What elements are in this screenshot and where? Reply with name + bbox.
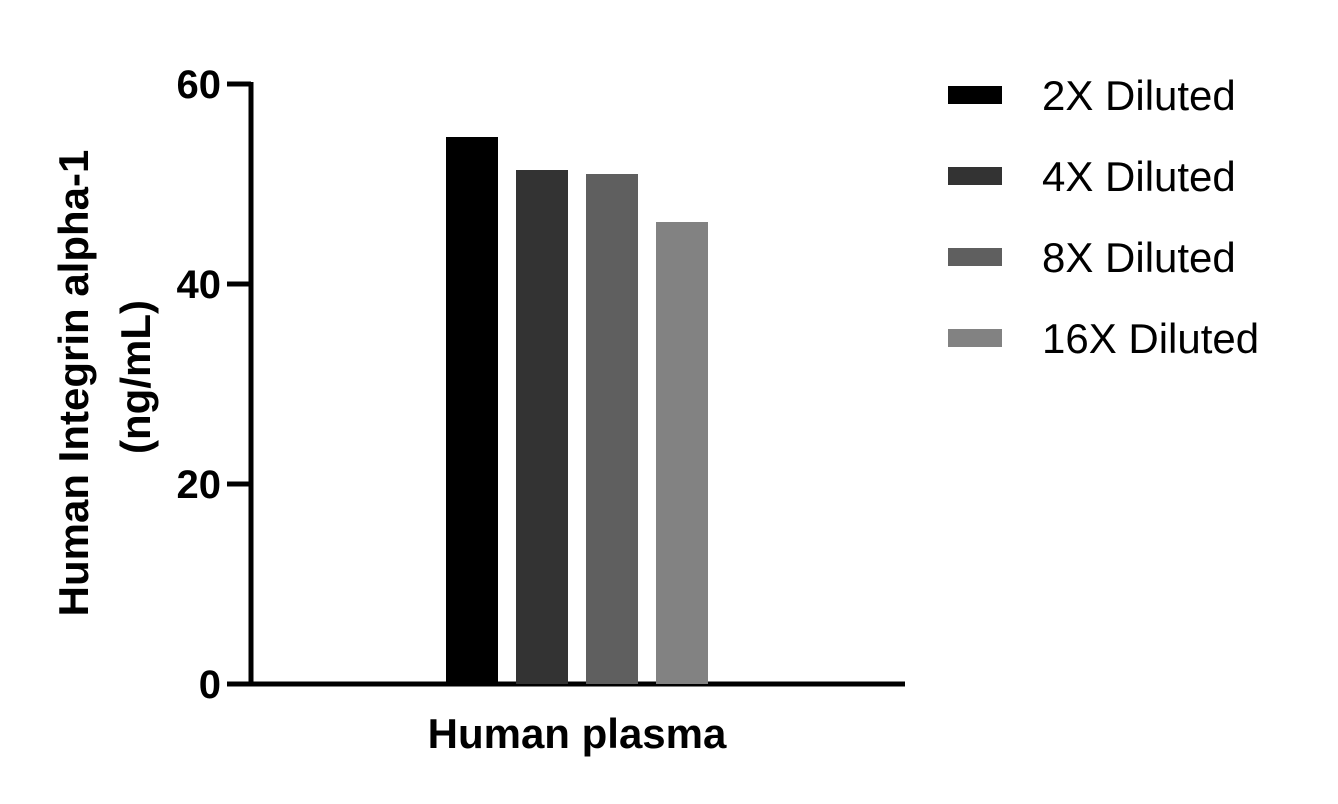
y-tick-label: 40 <box>177 263 222 307</box>
legend-label: 16X Diluted <box>1042 315 1259 362</box>
legend-swatch <box>948 329 1002 347</box>
y-tick-label: 0 <box>199 663 221 707</box>
x-axis-title: Human plasma <box>428 710 727 757</box>
y-axis-title-line-1: Human Integrin alpha-1 <box>50 150 97 617</box>
legend-item: 16X Diluted <box>948 315 1259 362</box>
bars <box>446 137 708 684</box>
legend-item: 2X Diluted <box>948 72 1236 119</box>
legend-item: 8X Diluted <box>948 234 1236 281</box>
bar-8x-diluted <box>586 174 638 684</box>
y-axis-title-line-2: (ng/mL) <box>112 300 159 454</box>
legend-label: 8X Diluted <box>1042 234 1236 281</box>
y-axis: 0 20 40 60 <box>177 63 254 707</box>
bar-4x-diluted <box>516 170 568 684</box>
y-tick-label: 60 <box>177 63 222 107</box>
legend-swatch <box>948 86 1002 104</box>
legend-label: 4X Diluted <box>1042 153 1236 200</box>
legend-swatch <box>948 248 1002 266</box>
bar-16x-diluted <box>656 222 708 684</box>
bar-2x-diluted <box>446 137 498 684</box>
legend: 2X Diluted 4X Diluted 8X Diluted 16X Dilute… <box>948 72 1259 362</box>
legend-item: 4X Diluted <box>948 153 1236 200</box>
legend-swatch <box>948 167 1002 185</box>
legend-label: 2X Diluted <box>1042 72 1236 119</box>
y-tick-label: 20 <box>177 463 222 507</box>
